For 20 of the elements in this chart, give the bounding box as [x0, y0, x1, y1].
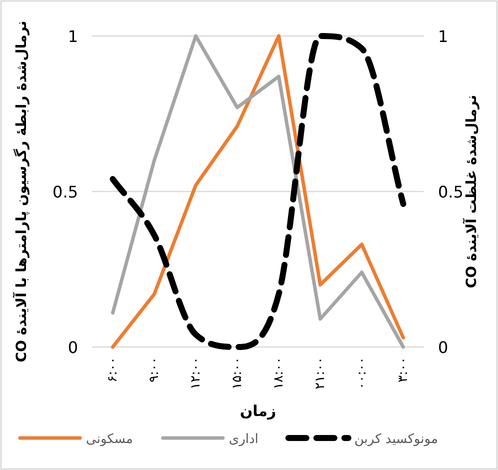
x-tick-label: ۳:۰۰ [396, 357, 411, 382]
y2-tick-label: 0.5 [438, 182, 464, 202]
x-tick-label: ۶:۰۰ [105, 357, 120, 382]
y-tick-label: 1 [68, 27, 78, 46]
y-tick-label: 0.5 [52, 182, 78, 202]
x-tick-label: ۱۲:۰۰ [188, 357, 204, 390]
x-axis-title: زمان [240, 402, 276, 420]
y-tick-label: 0 [68, 338, 78, 357]
x-tick-label: ۰۰:۰۰ [354, 357, 370, 390]
legend-label: مسکونی [86, 432, 133, 447]
x-tick-label: ۱۵:۰۰ [230, 357, 245, 390]
x-tick-label: ۱۸:۰۰ [271, 357, 286, 390]
legend-label: مونوکسید کربن [354, 432, 438, 447]
y2-tick-label: 0 [438, 338, 448, 357]
y2-tick-label: 1 [438, 27, 448, 46]
y-axis-title: نرمال‌شدهٔ رابطهٔ رگرسیون پارامترها با آلایندهٔ CO [12, 20, 30, 362]
x-tick-label: ۲۱:۰۰ [312, 357, 328, 390]
legend-label: اداری [228, 432, 258, 447]
y2-axis-title: نرمال‌شدهٔ غلظت آلایندهٔ CO [462, 94, 480, 288]
x-tick-label: ۹:۰۰ [146, 357, 162, 382]
